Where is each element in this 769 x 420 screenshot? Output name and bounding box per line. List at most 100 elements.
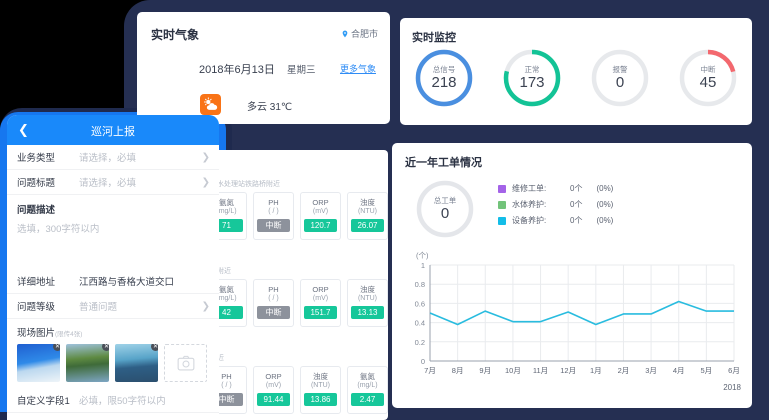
field-custom-1[interactable]: 自定义字段1 必填，限50字符以内 <box>7 388 219 413</box>
water-quality-station[interactable]: 站附近 氨氮 (mg/L) 42 PH ( / ) 中断 ORP (mV) 15… <box>200 265 388 327</box>
metric-unit: (mV) <box>312 208 329 216</box>
monitor-stat-alarm[interactable]: 报警 0 <box>576 47 664 109</box>
donut-value: 0 <box>615 74 625 92</box>
weather-weekday: 星期三 <box>287 65 316 76</box>
chevron-left-icon[interactable]: ❮ <box>18 122 29 137</box>
legend-item-repair[interactable]: 维修工单: 0个 (0%) <box>498 183 613 194</box>
metric-card[interactable]: 浊度 (NTU) 13.86 <box>300 366 341 414</box>
metric-card[interactable]: PH ( / ) 中断 <box>253 192 294 240</box>
photos-label: 现场图片(限传4张) <box>17 325 209 339</box>
donut-value: 173 <box>519 74 545 92</box>
legend-count: 0个 <box>570 184 583 193</box>
metric-name: PH <box>268 285 279 294</box>
field-issue-level[interactable]: 问题等级 普通问题 ❯ <box>7 294 219 319</box>
metric-name: 浊度 <box>360 198 375 207</box>
remove-photo-icon[interactable]: ✕ <box>53 344 60 351</box>
metric-unit: (mg/L) <box>216 295 237 303</box>
legend-item-equipment-maintenance[interactable]: 设备养护: 0个 (0%) <box>498 215 613 226</box>
monitor-stat-total[interactable]: 总信号 218 <box>400 47 488 109</box>
svg-text:7月: 7月 <box>424 366 436 375</box>
metric-unit: (NTU) <box>357 295 378 303</box>
legend-count: 0个 <box>570 216 583 225</box>
svg-text:9月: 9月 <box>479 366 491 375</box>
svg-text:4月: 4月 <box>673 366 685 375</box>
metric-card[interactable]: 浊度 (NTU) 13.13 <box>347 279 388 327</box>
metric-name: PH <box>268 198 279 207</box>
metric-card[interactable]: 浊度 (NTU) 26.07 <box>347 192 388 240</box>
weather-date: 2018年6月13日 <box>199 64 275 76</box>
legend-label: 水体养护: <box>512 200 547 209</box>
more-weather-link[interactable]: 更多气象 <box>339 64 376 74</box>
metric-unit: ( / ) <box>268 208 279 216</box>
field-address[interactable]: 详细地址 江西路与香格大道交口 <box>7 269 219 294</box>
svg-text:12月: 12月 <box>560 366 576 375</box>
field-custom-2[interactable]: 自定义字段2 选填，限50字符以内 <box>7 413 219 420</box>
station-name: 附近 <box>200 352 388 366</box>
photos-label-text: 现场图片 <box>17 328 56 339</box>
photo-thumbnail[interactable]: ✕ <box>115 344 158 382</box>
water-quality-station[interactable]: 附近 PH ( / ) 中断 ORP (mV) 91.44 浊度 (NTU) 1… <box>200 352 388 414</box>
add-photo-button[interactable] <box>164 344 207 382</box>
svg-text:10月: 10月 <box>505 366 521 375</box>
metric-unit: (mg/L) <box>216 208 237 216</box>
chevron-right-icon: ❯ <box>201 300 210 312</box>
photo-thumbnail[interactable]: ✕ <box>66 344 109 382</box>
water-quality-station[interactable]: 污水处理站铁路桥附近 氨氮 (mg/L) 71 PH ( / ) 中断 ORP … <box>200 178 388 240</box>
metric-unit: (NTU) <box>310 382 331 390</box>
metric-card[interactable]: 氨氮 (mg/L) 2.47 <box>347 366 388 414</box>
svg-text:0.4: 0.4 <box>415 319 425 328</box>
svg-text:11月: 11月 <box>533 366 548 375</box>
svg-text:3月: 3月 <box>645 366 657 375</box>
metric-card[interactable]: PH ( / ) 中断 <box>253 279 294 327</box>
water-quality-panel: 污水处理站铁路桥附近 氨氮 (mg/L) 71 PH ( / ) 中断 ORP … <box>200 150 388 420</box>
field-value: 请选择，必填 <box>79 153 137 164</box>
metric-value-badge: 26.07 <box>351 219 384 233</box>
description-spacer <box>7 235 219 269</box>
svg-text:5月: 5月 <box>701 366 713 375</box>
workorder-total-label: 总工单 <box>433 195 457 205</box>
legend-count: 0个 <box>570 200 583 209</box>
chart-year-annotation: 2018 <box>723 383 741 392</box>
legend-item-water-maintenance[interactable]: 水体养护: 0个 (0%) <box>498 199 613 210</box>
donut-label: 正常 <box>524 64 540 74</box>
workorder-title: 近一年工单情况 <box>405 157 482 169</box>
donut-value: 45 <box>699 74 717 92</box>
workorder-legend: 维修工单: 0个 (0%) 水体养护: 0个 (0%) 设备养护: 0个 (0%… <box>498 183 613 231</box>
metric-name: 氨氮 <box>219 198 234 207</box>
remove-photo-icon[interactable]: ✕ <box>102 344 109 351</box>
workorder-line-chart[interactable]: 0 0.2 0.4 0.6 0.8 1 7月 8月 9月 10月 11月 12月 1月 2月 3月 4月 5月 6… <box>400 259 744 392</box>
legend-percent: (0%) <box>596 216 614 225</box>
field-issue-title[interactable]: 问题标题 请选择，必填 ❯ <box>7 170 219 195</box>
field-label: 自定义字段1 <box>17 396 70 407</box>
field-value: 普通问题 <box>79 302 118 313</box>
photo-thumbnail[interactable]: ✕ <box>17 344 60 382</box>
metric-card[interactable]: ORP (mV) 91.44 <box>253 366 294 414</box>
monitor-stat-normal[interactable]: 正常 173 <box>488 47 576 109</box>
mobile-title: 巡河上报 <box>91 126 135 138</box>
metric-card[interactable]: ORP (mV) 120.7 <box>300 192 341 240</box>
field-label: 详细地址 <box>17 277 56 288</box>
camera-icon <box>177 355 194 371</box>
svg-text:1: 1 <box>421 261 425 270</box>
monitor-stat-interrupt[interactable]: 中断 45 <box>664 47 752 109</box>
chart-y-unit: (个) <box>416 251 429 260</box>
metric-value-badge: 13.13 <box>351 306 384 320</box>
chevron-right-icon: ❯ <box>201 176 210 188</box>
weather-card: 实时气象 合肥市 2018年6月13日 星期三 更多气象 多 <box>137 12 390 124</box>
svg-text:8月: 8月 <box>452 366 464 375</box>
field-issue-description[interactable]: 问题描述 选填，300字符以内 <box>7 195 219 235</box>
donut-label: 中断 <box>700 64 716 74</box>
workorder-card: 近一年工单情况 总工单 0 维修工单: 0个 (0%) 水体养护: 0个 (0%… <box>392 143 752 408</box>
svg-text:6月: 6月 <box>728 366 740 375</box>
metric-value-badge: 2.47 <box>351 393 384 407</box>
field-business-type[interactable]: 业务类型 请选择，必填 ❯ <box>7 145 219 170</box>
metric-card[interactable]: ORP (mV) 151.7 <box>300 279 341 327</box>
field-label: 问题描述 <box>17 205 56 216</box>
field-value: 江西路与香格大道交口 <box>79 277 175 288</box>
metric-name: 浊度 <box>313 372 328 381</box>
metric-name: ORP <box>265 372 282 381</box>
remove-photo-icon[interactable]: ✕ <box>151 344 158 351</box>
metric-unit: (mV) <box>312 295 329 303</box>
weather-location[interactable]: 合肥市 <box>341 27 378 40</box>
